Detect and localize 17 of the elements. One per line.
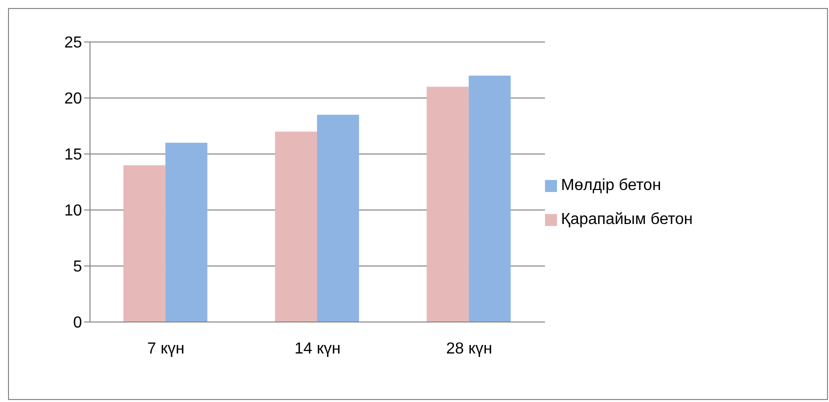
bar	[468, 76, 511, 322]
legend-label: Қарапайым бетон	[561, 211, 693, 228]
bar	[123, 165, 166, 322]
y-tick-label: 20	[64, 90, 82, 108]
legend-label: Мөлдір бетон	[561, 177, 662, 194]
x-tick-label: 28 күн	[446, 340, 492, 358]
y-tick-label: 15	[64, 146, 82, 164]
bar	[426, 86, 469, 322]
y-tick-label: 5	[73, 258, 82, 276]
y-tick-label: 10	[64, 202, 82, 220]
bar	[165, 142, 208, 322]
y-tick-label: 0	[73, 314, 82, 332]
x-tick-label: 7 күн	[147, 340, 184, 358]
y-tick-label: 25	[64, 34, 82, 52]
x-tick-label: 14 күн	[294, 340, 341, 358]
bar	[275, 132, 318, 322]
bar	[317, 114, 360, 322]
